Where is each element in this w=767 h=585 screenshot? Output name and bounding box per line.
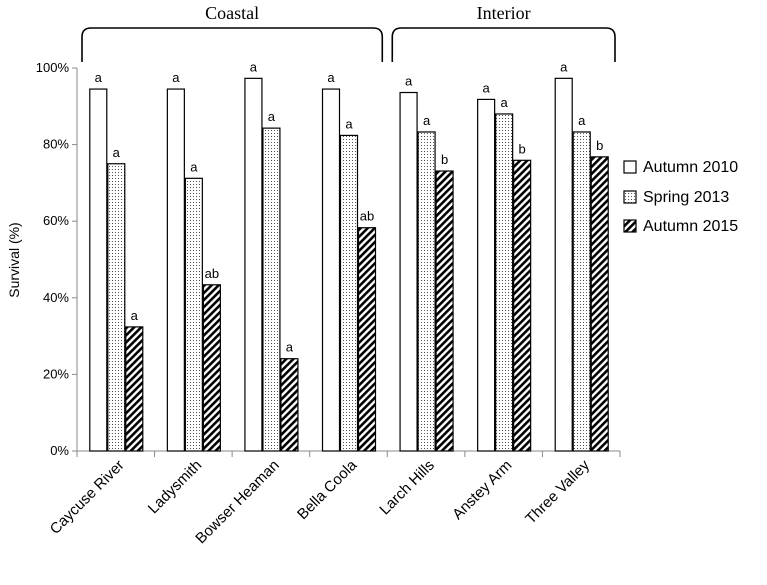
- bar-autumn-2015: [280, 358, 299, 452]
- significance-label: a: [483, 80, 491, 95]
- legend-swatch: [623, 219, 637, 233]
- category-label: Three Valley: [522, 456, 593, 527]
- category-label: Caycuse River: [47, 457, 128, 538]
- bars-layer: [89, 77, 609, 452]
- y-axis-title: Survival (%): [6, 222, 22, 297]
- y-tick-label: 80%: [43, 137, 69, 152]
- significance-label: b: [596, 138, 603, 153]
- y-tick-label: 20%: [43, 366, 69, 381]
- bar-autumn-2015: [125, 326, 144, 452]
- group-brackets: Coastal Interior: [81, 3, 616, 62]
- significance-label: a: [345, 116, 353, 131]
- significance-label: a: [423, 113, 431, 128]
- bar-autumn-2015: [435, 170, 454, 452]
- y-tick-label: 40%: [43, 290, 69, 305]
- significance-label: a: [327, 70, 335, 85]
- bar-autumn-2010: [89, 88, 108, 452]
- y-tick-label: 100%: [36, 60, 70, 75]
- bar-autumn-2010: [399, 91, 418, 452]
- bar-autumn-2015: [202, 284, 221, 452]
- category-label: Larch Hills: [376, 457, 438, 519]
- significance-label: a: [190, 159, 198, 174]
- significance-label: a: [95, 70, 103, 85]
- bar-spring-2013: [572, 131, 591, 452]
- significance-label: a: [172, 70, 180, 85]
- significance-label: a: [405, 74, 413, 89]
- significance-label: a: [286, 340, 294, 355]
- legend-label: Autumn 2015: [643, 218, 738, 235]
- significance-label: a: [268, 109, 276, 124]
- group-bracket: [81, 27, 384, 62]
- legend: Autumn 2010 Spring 2013 Autumn 2015: [623, 159, 738, 235]
- category-label: Anstey Arm: [449, 457, 515, 523]
- group-label: Interior: [477, 3, 531, 23]
- bar-autumn-2010: [244, 77, 263, 452]
- significance-label: b: [519, 141, 526, 156]
- significance-label: a: [560, 59, 568, 74]
- bar-spring-2013: [107, 163, 126, 452]
- bar-autumn-2010: [477, 98, 496, 452]
- bar-autumn-2010: [554, 77, 573, 452]
- bar-autumn-2010: [321, 88, 341, 452]
- bar-spring-2013: [262, 127, 281, 452]
- significance-label: a: [250, 59, 258, 74]
- significance-label: a: [501, 95, 509, 110]
- significance-label: a: [113, 145, 121, 160]
- legend-swatch: [623, 190, 637, 204]
- significance-label: ab: [205, 266, 219, 281]
- significance-label: a: [131, 308, 139, 323]
- significance-label: ab: [360, 209, 374, 224]
- category-label: Ladysmith: [145, 457, 205, 517]
- bar-spring-2013: [339, 134, 359, 452]
- bar-spring-2013: [495, 113, 514, 452]
- bar-spring-2013: [417, 131, 436, 452]
- bar-spring-2013: [184, 177, 203, 452]
- bar-autumn-2015: [590, 156, 609, 452]
- y-tick-label: 60%: [43, 213, 69, 228]
- significance-label: a: [578, 113, 586, 128]
- legend-label: Autumn 2010: [643, 159, 738, 176]
- group-bracket: [391, 27, 616, 62]
- group-label: Coastal: [205, 3, 259, 23]
- bar-autumn-2010: [166, 88, 185, 452]
- category-label: Bowser Heaman: [192, 457, 282, 547]
- category-label: Bella Coola: [294, 456, 361, 523]
- bar-autumn-2015: [513, 159, 532, 452]
- legend-label: Spring 2013: [643, 189, 729, 206]
- significance-label: b: [441, 152, 448, 167]
- bar-autumn-2015: [357, 227, 377, 452]
- y-tick-label: 0%: [50, 443, 69, 458]
- legend-swatch: [623, 160, 637, 174]
